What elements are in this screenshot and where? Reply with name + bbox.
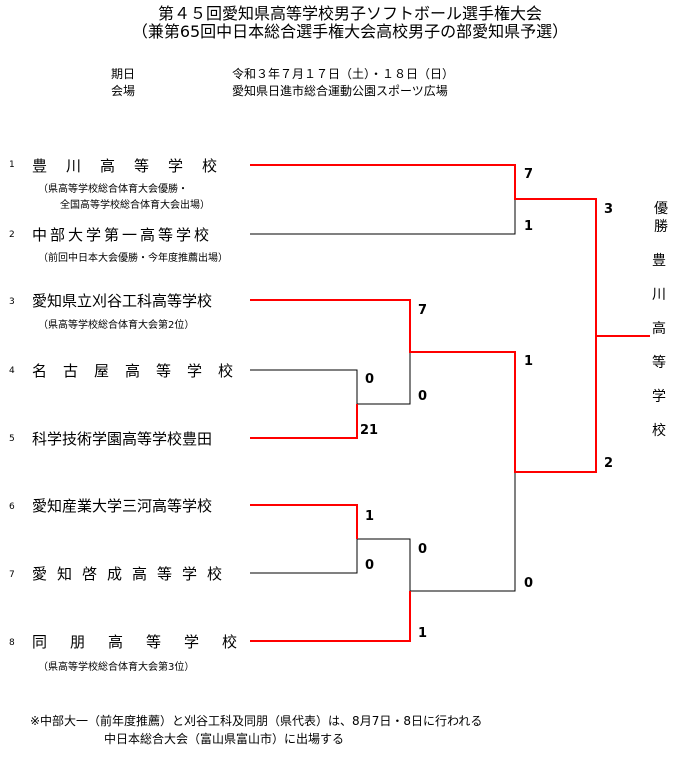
line-team-8-winner — [250, 591, 411, 642]
footnote-line2: 中日本総合大会（富山県富山市）に出場する — [104, 732, 345, 746]
score: 1 — [418, 626, 428, 641]
line-team-1-winner — [250, 164, 650, 337]
score: 0 — [524, 576, 534, 591]
score: 21 — [360, 423, 379, 438]
date-label: 期日 — [111, 67, 136, 81]
venue-value: 愛知県日進市総合運動公園スポーツ広場 — [232, 84, 448, 98]
team-note: （前回中日本大会優勝・今年度推薦出場） — [38, 253, 228, 264]
champion-char: 高 — [652, 321, 666, 337]
page-title: 第４５回愛知県高等学校男子ソフトボール選手権大会 — [157, 4, 542, 23]
score: 0 — [418, 389, 428, 404]
line-team-2 — [250, 199, 516, 235]
champion-char: 等 — [652, 355, 666, 371]
champion-label: 優勝 — [654, 201, 668, 235]
score: 2 — [604, 456, 614, 471]
page-subtitle: （兼第65回中日本総合選手権大会高校男子の部愛知県予選） — [131, 22, 569, 41]
team-seed: 5 — [9, 434, 15, 444]
score: 1 — [365, 509, 375, 524]
score: 0 — [418, 542, 428, 557]
score: 1 — [524, 354, 534, 369]
team-seed: 8 — [9, 638, 15, 648]
line-qf-6-7-out — [357, 538, 411, 591]
score: 3 — [604, 202, 614, 217]
team-name: 豊川高等学校 — [32, 157, 237, 175]
team-note: （県高等学校総合体育大会第2位） — [38, 320, 195, 331]
score: 7 — [524, 167, 534, 182]
line-qf-8-bottom-out — [410, 472, 516, 592]
team-name: 愛知啓成高等学校 — [32, 565, 233, 583]
champion-char: 校 — [652, 423, 666, 439]
team-name: 愛知県立刈谷工科高等学校 — [32, 292, 213, 310]
team-note: （県高等学校総合体育大会優勝・ — [38, 184, 188, 195]
footnote-line1: ※中部大一（前年度推薦）と刈谷工科及同朋（県代表）は、8月7日・8日に行われる — [30, 714, 483, 728]
team-seed: 6 — [9, 502, 15, 512]
score: 0 — [365, 372, 375, 387]
team-seed: 4 — [9, 366, 15, 376]
team-seed: 3 — [9, 297, 15, 307]
team-note: 全国高等学校総合体育大会出場） — [60, 200, 210, 211]
team-seed: 1 — [9, 160, 15, 170]
line-team-7 — [250, 539, 358, 574]
date-value: 令和３年７月１７日（土）・１８日（日） — [232, 67, 455, 81]
team-seed: 2 — [9, 230, 15, 240]
champion-char: 豊 — [652, 253, 666, 269]
line-team-5-winner — [250, 404, 358, 439]
team-name: 中部大学第一高等学校 — [32, 226, 213, 244]
team-name: 名古屋高等学校 — [32, 362, 250, 380]
score: 0 — [365, 558, 375, 573]
team-note: （県高等学校総合体育大会第3位） — [38, 662, 195, 673]
line-team-3-winner — [250, 299, 597, 473]
champion-char: 学 — [652, 389, 666, 405]
score: 7 — [418, 303, 428, 318]
line-team-4 — [250, 369, 358, 404]
champion-char: 川 — [652, 287, 666, 303]
team-name: 科学技術学園高等学校豊田 — [32, 430, 213, 448]
line-team-6-winner — [250, 504, 358, 539]
team-seed: 7 — [9, 570, 15, 580]
team-name: 同朋高等学校 — [32, 633, 261, 651]
score: 1 — [524, 219, 534, 234]
team-name: 愛知産業大学三河高等学校 — [32, 497, 213, 515]
line-r1-4-5-out — [357, 352, 411, 405]
venue-label: 会場 — [111, 84, 136, 98]
